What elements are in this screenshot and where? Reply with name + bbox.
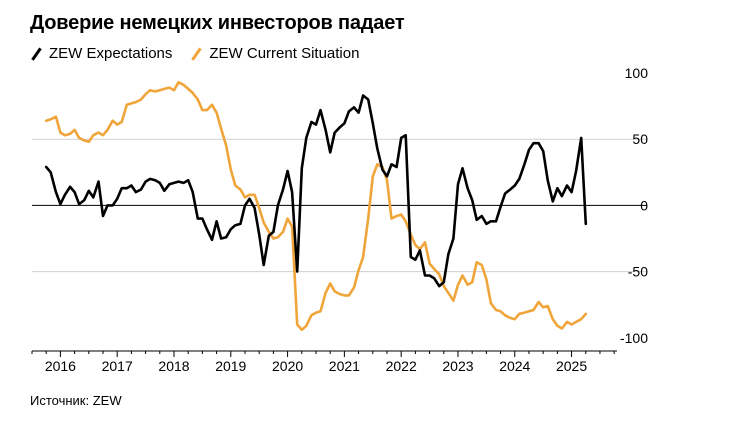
x-tick-label: 2019 [215, 358, 246, 374]
series-line-zew-expectations [44, 94, 588, 288]
x-tick-label: 2020 [272, 358, 303, 374]
chart-title: Доверие немецких инвесторов падает [30, 12, 405, 34]
series-line-zew-current-situation [44, 81, 588, 332]
x-tick-label: 2017 [102, 358, 133, 374]
legend-item-expectations: ZEW Expectations [30, 45, 172, 62]
legend-label-expectations: ZEW Expectations [49, 45, 173, 62]
source-note: Источник: ZEW [30, 393, 122, 408]
x-tick-label: 2023 [442, 358, 473, 374]
y-tick-label: 100 [625, 65, 649, 81]
x-tick-label: 2024 [499, 358, 530, 374]
x-tick-label: 2018 [158, 358, 189, 374]
legend: ZEW Expectations ZEW Current Situation [30, 45, 359, 62]
legend-item-current-situation: ZEW Current Situation [190, 45, 359, 62]
legend-label-current-situation: ZEW Current Situation [209, 45, 360, 62]
x-tick-label: 2025 [556, 358, 587, 374]
y-tick-label: 50 [632, 131, 648, 147]
y-tick-label: 0 [640, 197, 648, 213]
y-tick-label: -50 [628, 264, 648, 280]
x-tick-label: 2016 [45, 358, 76, 374]
x-tick-label: 2021 [329, 358, 360, 374]
y-tick-label: -100 [620, 330, 648, 346]
x-tick-label: 2022 [386, 358, 417, 374]
